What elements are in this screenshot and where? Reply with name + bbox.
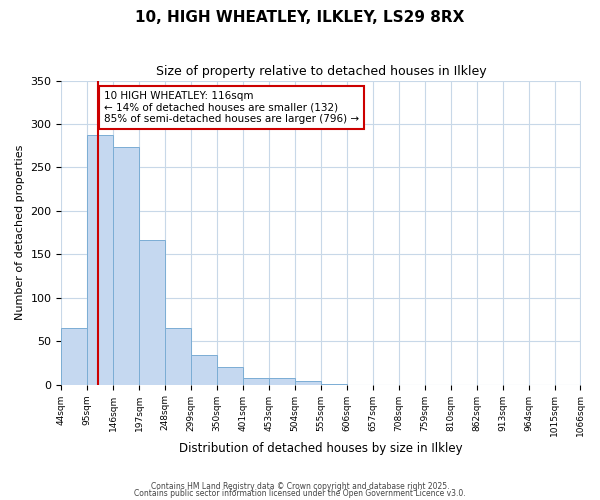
Y-axis label: Number of detached properties: Number of detached properties — [15, 145, 25, 320]
Text: 10, HIGH WHEATLEY, ILKLEY, LS29 8RX: 10, HIGH WHEATLEY, ILKLEY, LS29 8RX — [136, 10, 464, 25]
Bar — [191, 355, 217, 384]
Text: Contains HM Land Registry data © Crown copyright and database right 2025.: Contains HM Land Registry data © Crown c… — [151, 482, 449, 491]
Title: Size of property relative to detached houses in Ilkley: Size of property relative to detached ho… — [155, 65, 486, 78]
Bar — [139, 240, 165, 384]
X-axis label: Distribution of detached houses by size in Ilkley: Distribution of detached houses by size … — [179, 442, 463, 455]
Bar — [217, 367, 243, 384]
Bar — [243, 378, 269, 384]
Bar — [165, 328, 191, 384]
Bar — [61, 328, 88, 384]
Bar — [269, 378, 295, 384]
Bar — [113, 146, 139, 384]
Text: Contains public sector information licensed under the Open Government Licence v3: Contains public sector information licen… — [134, 490, 466, 498]
Bar — [88, 136, 113, 384]
Text: 10 HIGH WHEATLEY: 116sqm
← 14% of detached houses are smaller (132)
85% of semi-: 10 HIGH WHEATLEY: 116sqm ← 14% of detach… — [104, 91, 359, 124]
Bar — [295, 381, 321, 384]
